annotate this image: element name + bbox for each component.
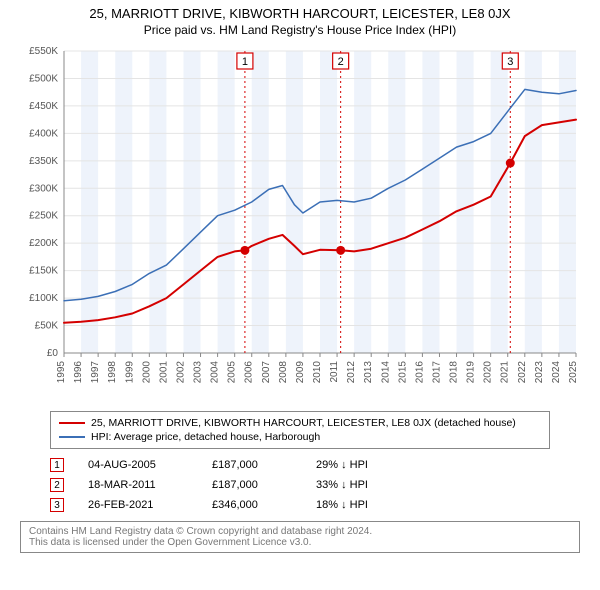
svg-text:2009: 2009 (295, 361, 306, 384)
svg-text:2006: 2006 (244, 361, 255, 384)
svg-text:2008: 2008 (278, 361, 289, 384)
legend-row-2: HPI: Average price, detached house, Harb… (59, 430, 541, 444)
event-number-box: 1 (50, 458, 64, 472)
svg-text:2015: 2015 (397, 361, 408, 384)
svg-text:1: 1 (242, 56, 248, 68)
svg-text:£500K: £500K (29, 73, 58, 84)
chart-container: 25, MARRIOTT DRIVE, KIBWORTH HARCOURT, L… (0, 0, 600, 561)
event-number-box: 2 (50, 478, 64, 492)
svg-text:£150K: £150K (29, 266, 58, 277)
svg-text:2018: 2018 (449, 361, 460, 384)
svg-text:£300K: £300K (29, 183, 58, 194)
svg-text:£550K: £550K (29, 46, 58, 57)
svg-text:2020: 2020 (483, 361, 494, 384)
svg-text:2025: 2025 (568, 361, 579, 384)
svg-text:2023: 2023 (534, 361, 545, 384)
legend-row-1: 25, MARRIOTT DRIVE, KIBWORTH HARCOURT, L… (59, 416, 541, 430)
event-date: 04-AUG-2005 (88, 459, 188, 471)
svg-text:2010: 2010 (312, 361, 323, 384)
event-row: 2 18-MAR-2011 £187,000 33% ↓ HPI (50, 475, 550, 495)
legend-swatch-1 (59, 422, 85, 424)
svg-text:2007: 2007 (261, 361, 272, 384)
svg-text:2011: 2011 (329, 361, 340, 383)
svg-text:3: 3 (507, 56, 513, 68)
svg-text:2000: 2000 (141, 361, 152, 384)
event-date: 18-MAR-2011 (88, 479, 188, 491)
event-legend: 1 04-AUG-2005 £187,000 29% ↓ HPI 2 18-MAR-201… (50, 455, 550, 515)
svg-text:2002: 2002 (175, 361, 186, 384)
svg-text:2013: 2013 (363, 361, 374, 384)
svg-text:1999: 1999 (124, 361, 135, 384)
svg-text:2014: 2014 (380, 361, 391, 384)
svg-text:2: 2 (338, 56, 344, 68)
chart-subtitle: Price paid vs. HM Land Registry's House … (8, 23, 592, 37)
svg-text:2024: 2024 (551, 361, 562, 384)
svg-text:2019: 2019 (466, 361, 477, 384)
svg-text:2022: 2022 (517, 361, 528, 384)
svg-text:£200K: £200K (29, 238, 58, 249)
event-row: 1 04-AUG-2005 £187,000 29% ↓ HPI (50, 455, 550, 475)
footer-line-2: This data is licensed under the Open Gov… (29, 537, 571, 548)
svg-text:2021: 2021 (500, 361, 511, 384)
svg-text:2004: 2004 (210, 361, 221, 384)
svg-text:1997: 1997 (90, 361, 101, 384)
svg-text:£250K: £250K (29, 211, 58, 222)
event-price: £346,000 (212, 499, 292, 511)
event-date: 26-FEB-2021 (88, 499, 188, 511)
event-delta: 18% ↓ HPI (316, 499, 416, 511)
svg-text:2005: 2005 (227, 361, 238, 384)
event-delta: 29% ↓ HPI (316, 459, 416, 471)
svg-text:2017: 2017 (431, 361, 442, 384)
svg-text:£450K: £450K (29, 101, 58, 112)
svg-text:2003: 2003 (193, 361, 204, 384)
legend-label-2: HPI: Average price, detached house, Harb… (91, 431, 320, 443)
legend-label-1: 25, MARRIOTT DRIVE, KIBWORTH HARCOURT, L… (91, 417, 516, 429)
event-price: £187,000 (212, 459, 292, 471)
plot-svg: £0 £50K £100K £150K £200K £250K £300K £350K £400… (20, 43, 580, 403)
event-number-box: 3 (50, 498, 64, 512)
footer-line-1: Contains HM Land Registry data © Crown c… (29, 526, 571, 537)
event-price: £187,000 (212, 479, 292, 491)
svg-text:£100K: £100K (29, 293, 58, 304)
svg-text:2001: 2001 (158, 361, 169, 384)
svg-text:1996: 1996 (73, 361, 84, 384)
svg-text:£50K: £50K (35, 321, 59, 332)
svg-text:2012: 2012 (346, 361, 357, 384)
footer-box: Contains HM Land Registry data © Crown c… (20, 521, 580, 553)
legend-swatch-2 (59, 436, 85, 438)
legend-box: 25, MARRIOTT DRIVE, KIBWORTH HARCOURT, L… (50, 411, 550, 449)
event-delta: 33% ↓ HPI (316, 479, 416, 491)
svg-text:£350K: £350K (29, 156, 58, 167)
plot-area: £0 £50K £100K £150K £200K £250K £300K £350K £400… (20, 43, 580, 403)
chart-title: 25, MARRIOTT DRIVE, KIBWORTH HARCOURT, L… (8, 6, 592, 21)
svg-text:2016: 2016 (414, 361, 425, 384)
svg-text:£400K: £400K (29, 128, 58, 139)
svg-text:£0: £0 (47, 348, 59, 359)
event-row: 3 26-FEB-2021 £346,000 18% ↓ HPI (50, 495, 550, 515)
svg-text:1995: 1995 (56, 361, 67, 384)
svg-text:1998: 1998 (107, 361, 118, 384)
